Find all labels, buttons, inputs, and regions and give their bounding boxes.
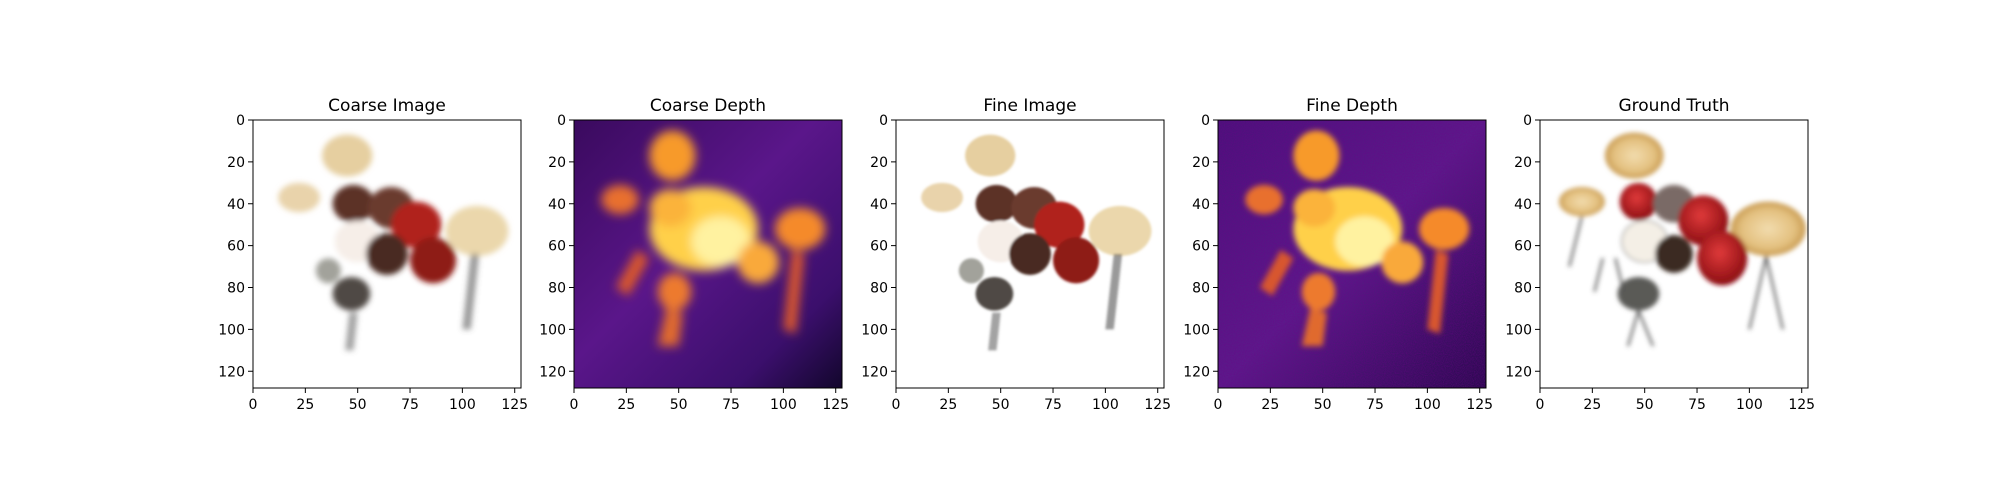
y-tick-label: 40: [870, 197, 888, 213]
x-tick-label: 0: [249, 397, 258, 413]
y-tick-label: 20: [227, 155, 245, 171]
y-tick-label: 80: [548, 281, 566, 297]
y-tick-label: 20: [548, 155, 566, 171]
axes-frame: [252, 119, 522, 389]
x-tick-label: 75: [722, 397, 740, 413]
y-tick-label: 120: [1505, 364, 1532, 380]
y-tick-label: 20: [870, 155, 888, 171]
axes-frame: [1217, 119, 1487, 389]
y-tick-label: 120: [861, 364, 888, 380]
y-tick-label: 80: [870, 281, 888, 297]
y-tick-label: 60: [1514, 239, 1532, 255]
panel-image: [253, 120, 521, 388]
y-tick-label: 120: [218, 364, 245, 380]
panel-title: Fine Image: [983, 96, 1076, 116]
panel-image: [574, 120, 842, 388]
x-tick-label: 50: [1636, 397, 1654, 413]
panel-image: [1218, 120, 1486, 388]
x-tick-label: 100: [1736, 397, 1763, 413]
y-tick-label: 60: [870, 239, 888, 255]
x-tick-label: 125: [1788, 397, 1815, 413]
y-tick-label: 80: [1514, 281, 1532, 297]
y-tick-label: 120: [539, 364, 566, 380]
panel-4: Fine Depth 0 25 50 75 100 125 0 20 40 60 80 100 120: [1183, 96, 1493, 413]
y-tick-label: 20: [1514, 155, 1532, 171]
x-tick-label: 125: [1144, 397, 1171, 413]
panel-3: Fine Image 0 25 50 75 100 125 0 20 40 60 80 100 120: [861, 96, 1171, 413]
axes-frame: [1539, 119, 1809, 389]
y-tick-label: 100: [861, 322, 888, 338]
x-tick-label: 0: [1214, 397, 1223, 413]
x-tick-label: 75: [1366, 397, 1384, 413]
y-tick-label: 0: [557, 113, 566, 129]
y-tick-label: 100: [1505, 322, 1532, 338]
y-tick-label: 60: [548, 239, 566, 255]
x-tick-label: 25: [1261, 397, 1279, 413]
y-tick-label: 0: [879, 113, 888, 129]
x-tick-label: 100: [1414, 397, 1441, 413]
x-tick-label: 25: [939, 397, 957, 413]
x-tick-label: 50: [992, 397, 1010, 413]
x-tick-label: 0: [570, 397, 579, 413]
y-tick-label: 100: [218, 322, 245, 338]
panel-title: Fine Depth: [1306, 96, 1398, 116]
y-tick-label: 80: [1192, 281, 1210, 297]
y-tick-label: 0: [236, 113, 245, 129]
x-tick-label: 25: [296, 397, 314, 413]
panel-image: [896, 120, 1164, 388]
y-tick-label: 60: [227, 239, 245, 255]
y-tick-label: 20: [1192, 155, 1210, 171]
x-tick-label: 125: [822, 397, 849, 413]
x-tick-label: 25: [617, 397, 635, 413]
x-tick-label: 75: [1688, 397, 1706, 413]
panel-title: Coarse Image: [328, 96, 446, 116]
y-tick-label: 60: [1192, 239, 1210, 255]
y-tick-label: 80: [227, 281, 245, 297]
x-tick-label: 100: [1092, 397, 1119, 413]
x-tick-label: 125: [1466, 397, 1493, 413]
x-tick-label: 50: [1314, 397, 1332, 413]
panel-title: Coarse Depth: [650, 96, 766, 116]
x-tick-label: 50: [670, 397, 688, 413]
x-tick-label: 0: [1536, 397, 1545, 413]
axes-frame: [895, 119, 1165, 389]
x-tick-label: 75: [401, 397, 419, 413]
x-tick-label: 25: [1583, 397, 1601, 413]
y-tick-label: 100: [1183, 322, 1210, 338]
panel-1: Coarse Image 0 25 50 75 100 125 0 20 40 60 80 100 120: [218, 96, 528, 413]
x-tick-label: 75: [1044, 397, 1062, 413]
y-tick-label: 100: [539, 322, 566, 338]
panel-5: Ground Truth 0 25 50 75 100 125 0 20 40 60 80 100 120: [1505, 96, 1815, 413]
x-tick-label: 50: [349, 397, 367, 413]
panel-2: Coarse Depth 0 25 50 75 100 125 0 20 40 60 80 100 120: [539, 96, 849, 413]
panel-image: [1540, 120, 1808, 388]
axes-frame: [573, 119, 843, 389]
y-tick-label: 40: [1192, 197, 1210, 213]
panel-title: Ground Truth: [1618, 96, 1729, 116]
x-tick-label: 125: [501, 397, 528, 413]
y-tick-label: 0: [1201, 113, 1210, 129]
y-tick-label: 0: [1523, 113, 1532, 129]
y-tick-label: 40: [548, 197, 566, 213]
y-tick-label: 40: [1514, 197, 1532, 213]
y-tick-label: 40: [227, 197, 245, 213]
x-tick-label: 100: [449, 397, 476, 413]
x-tick-label: 0: [892, 397, 901, 413]
x-tick-label: 100: [770, 397, 797, 413]
y-tick-label: 120: [1183, 364, 1210, 380]
